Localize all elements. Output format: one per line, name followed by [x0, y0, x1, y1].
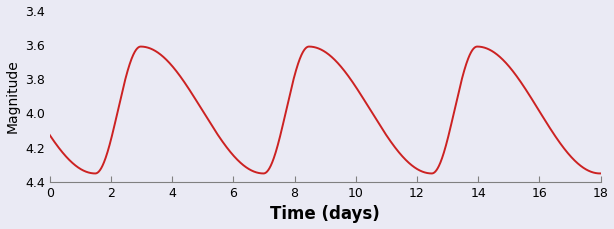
X-axis label: Time (days): Time (days) — [270, 205, 380, 224]
Y-axis label: Magnitude: Magnitude — [6, 59, 20, 133]
